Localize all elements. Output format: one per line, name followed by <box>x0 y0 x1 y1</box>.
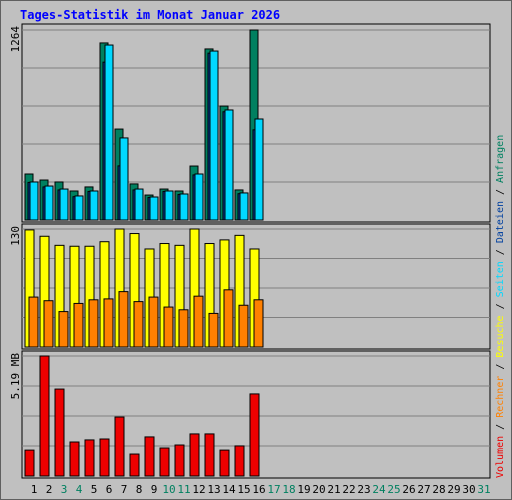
bar <box>163 306 174 348</box>
bar <box>43 300 54 348</box>
x-tick-label: 10 <box>162 483 175 496</box>
bar <box>133 301 144 348</box>
bar <box>103 298 114 348</box>
x-tick-label: 27 <box>417 483 430 496</box>
x-tick-label: 24 <box>372 483 386 496</box>
x-tick-label: 23 <box>357 483 370 496</box>
bar <box>74 195 84 221</box>
x-tick-label: 11 <box>177 483 190 496</box>
bar <box>209 50 219 221</box>
bar <box>224 109 234 221</box>
bar <box>164 190 174 221</box>
y-tick-label: 5.19 MB <box>9 353 22 400</box>
bar <box>99 438 110 477</box>
legend-separator: / <box>495 183 506 201</box>
bar <box>89 190 99 221</box>
bar <box>73 302 84 348</box>
bar <box>119 137 129 221</box>
x-tick-label: 28 <box>432 483 445 496</box>
bar <box>249 393 260 477</box>
x-tick-label: 4 <box>76 483 83 496</box>
bar <box>104 44 114 221</box>
x-tick-label: 13 <box>207 483 220 496</box>
bar <box>238 304 249 348</box>
x-tick-label: 6 <box>106 483 113 496</box>
x-tick-label: 9 <box>151 483 158 496</box>
legend-entry: Volumen <box>495 436 506 478</box>
y-tick-label: 130 <box>9 226 22 246</box>
x-tick-label: 17 <box>267 483 280 496</box>
x-tick-label: 8 <box>136 483 143 496</box>
bar <box>58 311 69 348</box>
x-tick-label: 18 <box>282 483 295 496</box>
x-tick-label: 5 <box>91 483 98 496</box>
x-tick-label: 25 <box>387 483 400 496</box>
chart-title: Tages-Statistik im Monat Januar 2026 <box>20 8 280 22</box>
bar <box>39 355 50 477</box>
x-tick-label: 26 <box>402 483 415 496</box>
bar <box>219 449 230 477</box>
bar <box>159 447 170 477</box>
bar <box>148 296 159 348</box>
x-tick-label: 7 <box>121 483 128 496</box>
bar <box>253 299 264 348</box>
x-tick-label: 3 <box>61 483 68 496</box>
bar <box>28 296 39 348</box>
bar <box>239 192 249 221</box>
x-tick-label: 14 <box>222 483 236 496</box>
bar <box>208 312 219 348</box>
legend-entry: Dateien <box>495 201 506 243</box>
bar <box>134 188 144 221</box>
bar <box>223 289 234 348</box>
x-tick-label: 16 <box>252 483 265 496</box>
legend-entry: Seiten <box>495 261 506 297</box>
x-tick-label: 2 <box>46 483 53 496</box>
bar <box>189 433 200 477</box>
legend-entry: Rechner <box>495 376 506 418</box>
bar <box>54 388 65 477</box>
legend-separator: / <box>495 297 506 315</box>
bar <box>44 185 54 221</box>
x-tick-label: 12 <box>192 483 205 496</box>
bar <box>174 444 185 477</box>
legend: Volumen / Rechner / Besuche / Seiten / D… <box>495 135 506 478</box>
bar <box>59 188 69 221</box>
x-tick-label: 29 <box>447 483 460 496</box>
bar <box>204 433 215 477</box>
x-tick-label: 15 <box>237 483 250 496</box>
bar <box>114 416 125 477</box>
x-tick-label: 22 <box>342 483 355 496</box>
bar <box>129 453 140 477</box>
bar <box>144 436 155 477</box>
bar <box>84 439 95 477</box>
bar <box>194 173 204 221</box>
bar <box>149 196 159 221</box>
legend-separator: / <box>495 243 506 261</box>
bar <box>234 445 245 477</box>
bar <box>29 181 39 221</box>
bar <box>179 193 189 221</box>
legend-separator: / <box>495 358 506 376</box>
legend-entry: Anfragen <box>495 135 506 183</box>
legend-entry: Besuche <box>495 315 506 357</box>
bar <box>88 299 99 348</box>
x-tick-label: 30 <box>462 483 475 496</box>
bar <box>118 291 129 348</box>
x-tick-label: 31 <box>477 483 490 496</box>
bar <box>193 295 204 348</box>
bar <box>254 118 264 221</box>
bar <box>178 309 189 348</box>
bar <box>24 449 35 477</box>
x-tick-label: 1 <box>31 483 38 496</box>
x-tick-label: 20 <box>312 483 325 496</box>
bar <box>69 441 80 477</box>
legend-separator: / <box>495 418 506 436</box>
x-tick-label: 21 <box>327 483 340 496</box>
y-tick-label: 1264 <box>9 26 22 53</box>
x-tick-label: 19 <box>297 483 310 496</box>
